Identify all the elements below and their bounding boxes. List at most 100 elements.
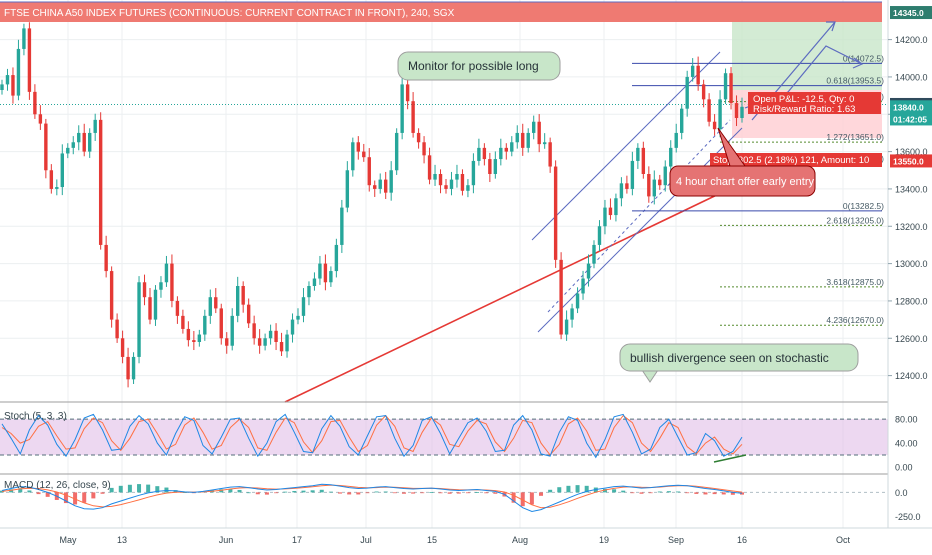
candle-body	[647, 174, 651, 197]
candle-body	[175, 300, 180, 316]
macd-histogram-bar	[301, 490, 306, 493]
candle-body	[279, 342, 284, 352]
candle-body	[109, 271, 114, 320]
candle-body	[526, 132, 530, 148]
candle-body	[192, 340, 196, 342]
stoch-label: Stoch (5, 3, 3)	[4, 411, 67, 422]
macd-histogram-bar	[328, 491, 333, 493]
candle-body	[510, 142, 514, 152]
fib-level-label: 2.618(13205.0)	[826, 215, 884, 225]
candle-body	[559, 259, 563, 335]
time-tick-label: 13	[117, 535, 127, 545]
channel-mid	[547, 119, 731, 313]
chart-title: FTSE CHINA A50 INDEX FUTURES (CONTINUOUS…	[4, 8, 455, 19]
macd-histogram-bar	[511, 492, 516, 503]
candle-body	[493, 159, 498, 174]
macd-histogram-bar	[621, 490, 626, 493]
macd-histogram-bar	[36, 492, 41, 495]
candle-body	[548, 142, 552, 167]
candle-body	[340, 207, 344, 245]
stochastic-pane: 80.00 40.00 0.00	[0, 413, 918, 473]
macd-histogram-bar	[319, 489, 324, 493]
stop-box	[710, 153, 882, 167]
macd-histogram-bar	[666, 491, 671, 493]
candle-body	[373, 185, 377, 189]
candle-body	[499, 147, 503, 160]
candle-body	[740, 106, 744, 118]
macd-histogram-bar	[73, 492, 78, 505]
candle-body	[296, 315, 300, 320]
price-tick-label: 12600.0	[895, 334, 928, 344]
price-tick-label: 13200.0	[895, 222, 928, 232]
candle-body	[680, 108, 684, 133]
fib-level-label: 3.618(12875.0)	[826, 277, 884, 287]
candle-body	[701, 84, 706, 100]
macd-histogram-bar	[347, 492, 352, 495]
candle-body	[427, 155, 432, 180]
macd-histogram-bar	[529, 492, 534, 505]
candle-body	[16, 48, 21, 96]
price-tick-label: 12400.0	[895, 371, 928, 381]
stoch-tick-label: 80.00	[895, 415, 918, 425]
candle-body	[405, 84, 410, 102]
candle-body	[460, 174, 465, 191]
time-tick-label: Aug	[512, 535, 528, 545]
candle-body	[77, 132, 81, 143]
candle-body	[153, 289, 158, 320]
candle-body	[219, 308, 223, 339]
candle-body	[60, 153, 64, 188]
trend-lines	[0, 1, 882, 403]
candle-body	[422, 142, 426, 156]
macd-histogram-bar	[365, 492, 370, 494]
macd-histogram-bar	[456, 492, 461, 494]
candle-body	[55, 187, 59, 189]
candle-body	[690, 65, 695, 77]
candle-body	[5, 75, 10, 85]
candle-body	[263, 338, 267, 346]
stoch-tick-label: 40.00	[895, 439, 918, 449]
candle-body	[98, 119, 103, 245]
macd-histogram-bar	[740, 492, 744, 495]
candle-body	[636, 147, 640, 161]
time-tick-label: Jun	[219, 535, 234, 545]
fib-level-label: 0(13282.5)	[843, 201, 884, 211]
candle-body	[329, 271, 333, 283]
candle-body	[323, 263, 328, 283]
candle-body	[22, 28, 26, 49]
candle-body	[581, 278, 585, 294]
candle-body	[597, 226, 602, 245]
candle-body	[115, 319, 119, 339]
candle-body	[120, 338, 125, 357]
macd-histogram-bar	[264, 492, 269, 495]
macd-histogram-bar	[465, 492, 470, 494]
candle-body	[411, 101, 415, 133]
macd-histogram-bar	[228, 488, 233, 493]
candle-body	[0, 84, 4, 90]
candle-body	[170, 263, 174, 301]
candle-body	[33, 91, 37, 115]
candle-body	[334, 244, 339, 272]
candle-body	[455, 174, 459, 180]
time-tick-label: 17	[292, 535, 302, 545]
macd-histogram-bar	[219, 489, 224, 493]
candle-body	[27, 28, 32, 92]
candle-body	[641, 147, 646, 174]
macd-histogram-bar	[274, 492, 279, 494]
candle-body	[658, 179, 662, 186]
open-pl-text: Open P&L: -12.5, Qty: 0	[753, 94, 854, 105]
divergence-line	[713, 454, 747, 463]
four-hour-callout-text: 4 hour chart offer early entry	[676, 176, 814, 188]
candle-body	[630, 160, 635, 189]
candle-body	[82, 132, 86, 152]
macd-histogram-bar	[539, 492, 544, 496]
candle-body	[131, 356, 136, 380]
candle-body	[38, 114, 43, 124]
price-badge	[890, 112, 932, 126]
candle-body	[137, 282, 141, 357]
macd-histogram-bar	[255, 492, 260, 495]
macd-histogram-bar	[45, 492, 50, 497]
candle-body	[351, 142, 355, 171]
price-tick-label: 13000.0	[895, 259, 928, 269]
price-tick-label: 13400.0	[895, 184, 928, 194]
